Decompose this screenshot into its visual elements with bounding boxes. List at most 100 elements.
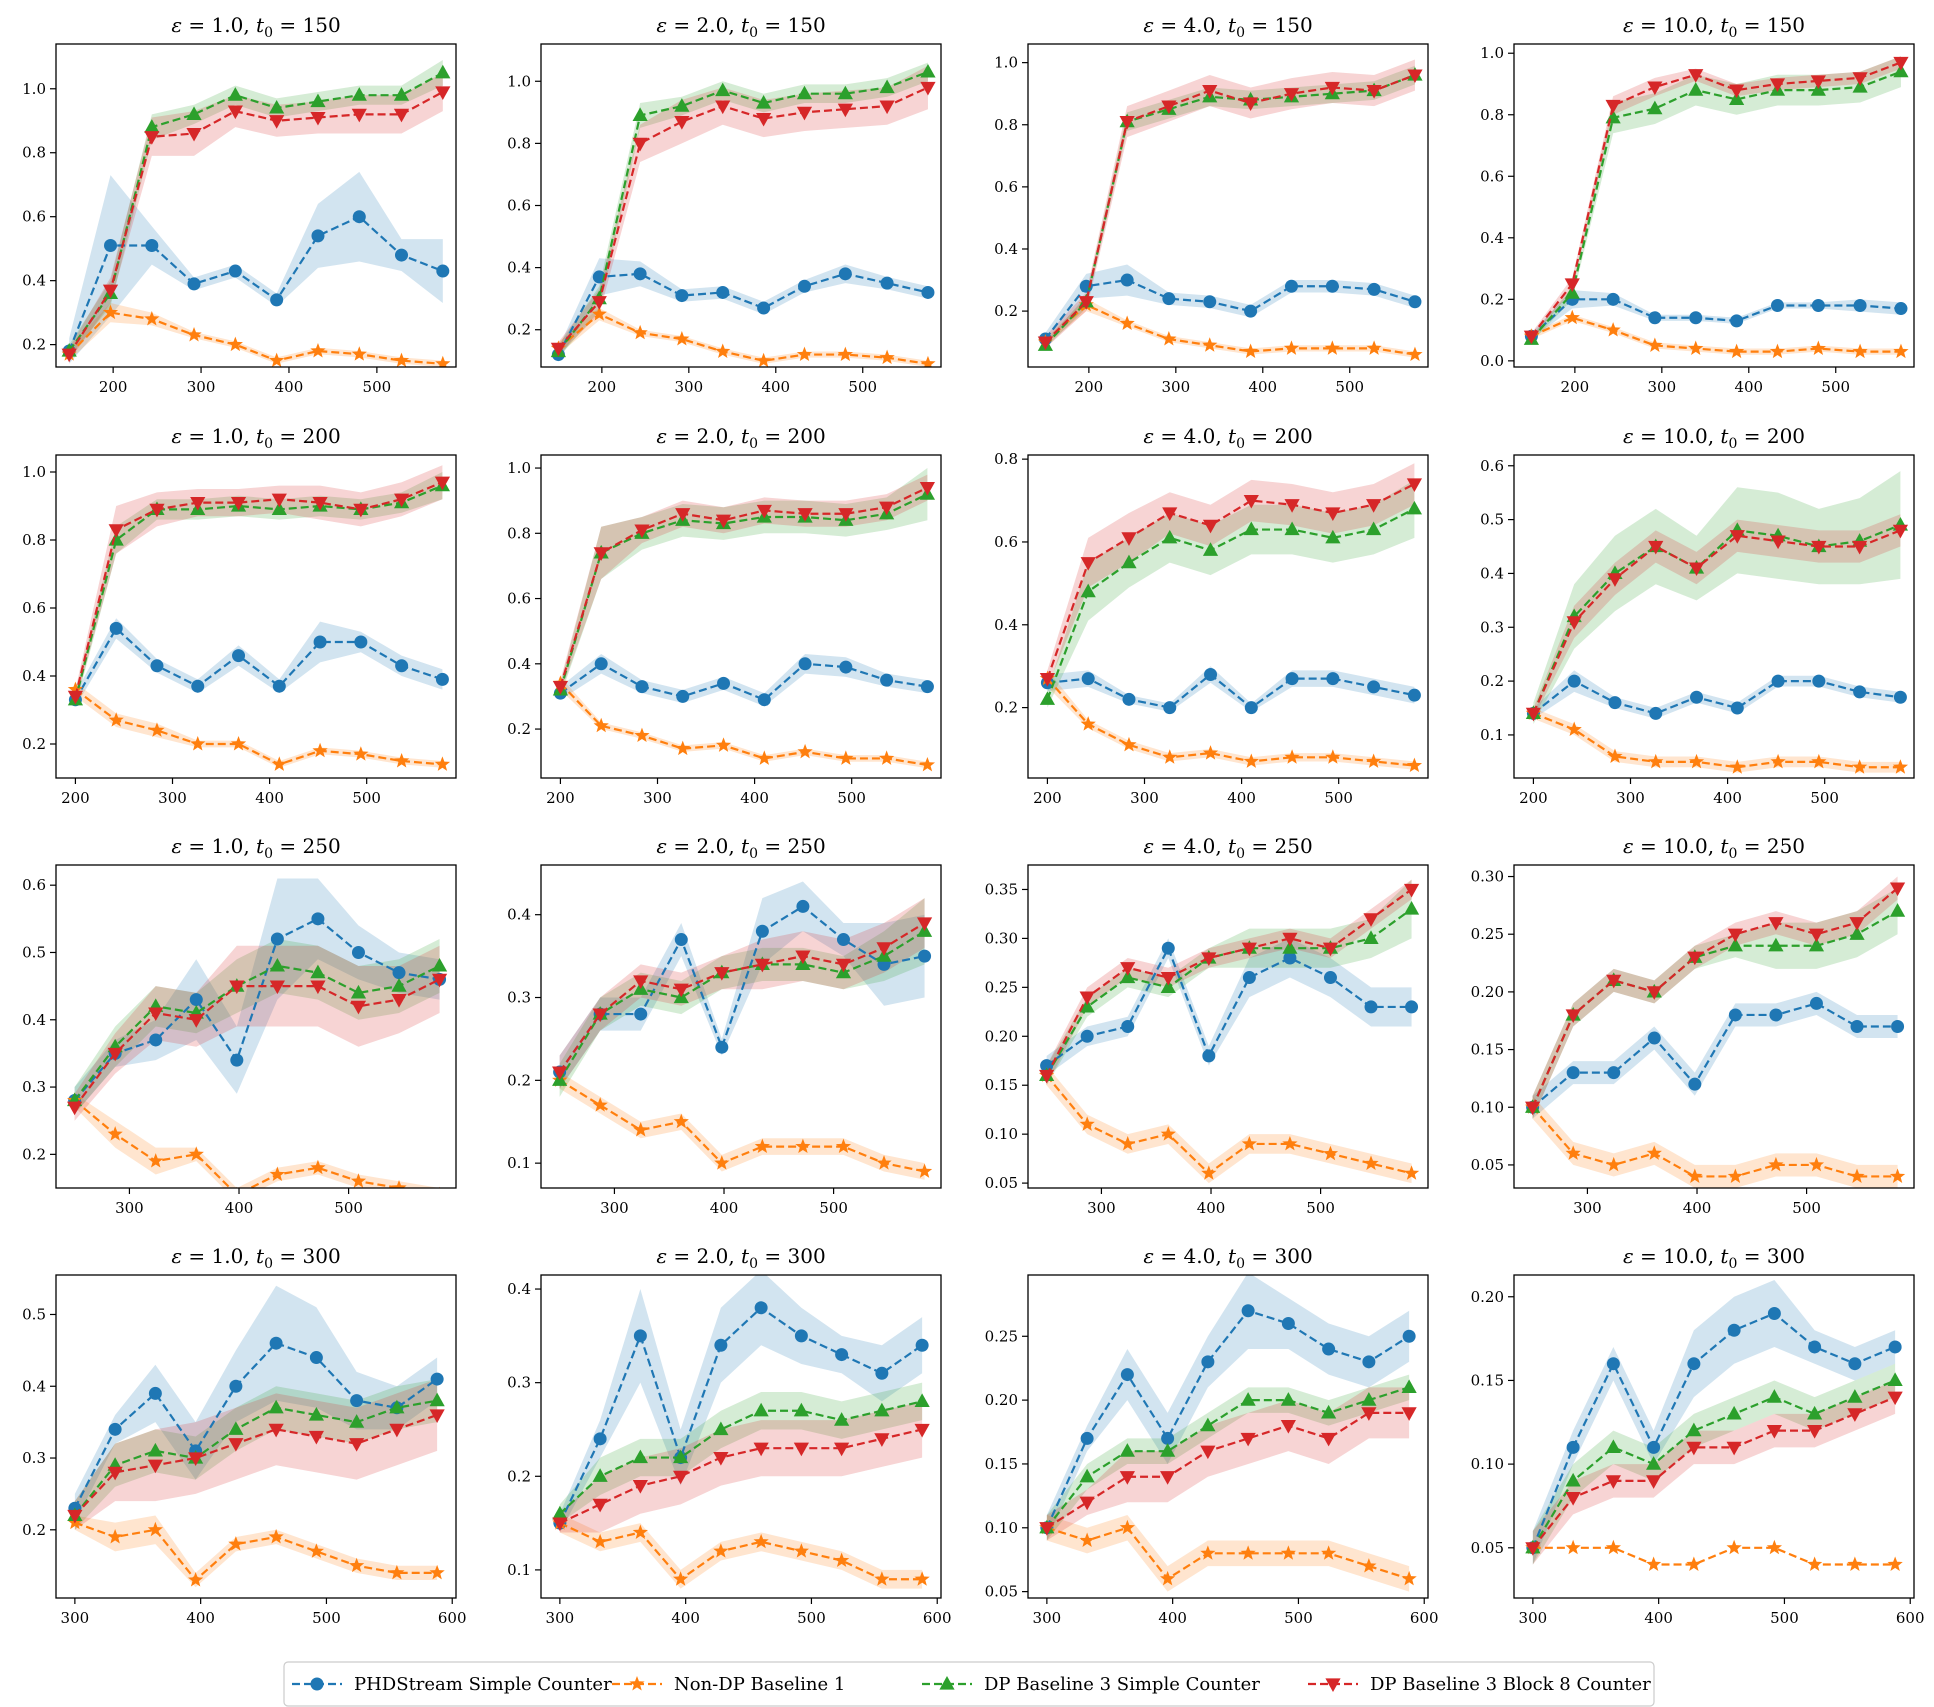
point-block8 — [271, 493, 287, 508]
epsilon-value: = 1.0, — [182, 424, 256, 448]
y-tick-label: 0.30 — [985, 929, 1018, 947]
band-phd — [1532, 1280, 1896, 1565]
point-block8 — [188, 1452, 204, 1467]
y-tick-label: 0.6 — [22, 599, 46, 617]
point-simple — [673, 1449, 689, 1464]
band-simple — [1532, 1363, 1896, 1565]
t0-value: = 250 — [758, 834, 826, 858]
point-block8 — [1202, 84, 1218, 99]
point-block8 — [229, 980, 245, 995]
point-phd — [1323, 971, 1337, 985]
point-block8 — [1646, 986, 1662, 1000]
x-tick-label: 400 — [1683, 1199, 1712, 1217]
subplot-14: ε = 2.0, t0 = 300 300 400 500 600 0.1 0.2 0.3 0.… — [507, 1244, 951, 1627]
y-tick-label: 0.25 — [1471, 925, 1504, 943]
point-simple — [914, 1393, 930, 1407]
band-block8 — [1046, 1387, 1410, 1541]
point-block8 — [1201, 952, 1217, 966]
point-phd — [1727, 1323, 1741, 1337]
point-phd — [1730, 701, 1744, 715]
point-block8 — [1887, 1391, 1903, 1406]
plot-area — [552, 1275, 930, 1589]
point-block8 — [431, 973, 448, 988]
point-phd — [1606, 1357, 1620, 1371]
point-block8 — [675, 508, 691, 522]
band-phd — [1532, 991, 1898, 1119]
x-tick-label: 400 — [1713, 789, 1742, 807]
point-nondp — [1766, 1539, 1782, 1555]
epsilon-value: = 1.0, — [182, 1244, 256, 1268]
point-block8 — [838, 508, 854, 522]
point-phd — [1241, 1304, 1255, 1318]
point-nondp — [793, 1543, 809, 1558]
point-nondp — [919, 756, 936, 772]
y-tick-label: 0.10 — [985, 1519, 1018, 1537]
subplot-title: ε = 4.0, t0 = 250 — [1143, 834, 1312, 862]
subplot-4: ε = 10.0, t0 = 150 200 300 400 500 0.0 0.2 0.4 0… — [1480, 13, 1915, 396]
point-nondp — [439, 1186, 441, 1188]
point-block8 — [1605, 99, 1621, 114]
point-block8 — [1892, 524, 1909, 539]
point-phd — [1567, 674, 1581, 688]
point-block8 — [1324, 81, 1340, 96]
point-block8 — [1893, 56, 1909, 71]
subplot-3: ε = 4.0, t0 = 150 200 300 400 500 0.2 0.4 0.6 0.… — [994, 13, 1429, 396]
point-nondp — [1646, 1145, 1662, 1160]
point-block8 — [107, 1047, 123, 1062]
point-simple — [1243, 521, 1259, 536]
point-block8 — [879, 100, 895, 115]
point-simple — [1403, 901, 1420, 915]
point-nondp — [916, 1163, 933, 1178]
point-block8 — [186, 127, 202, 142]
point-phd — [1687, 1357, 1701, 1371]
point-block8 — [1807, 1425, 1823, 1439]
point-block8 — [102, 284, 119, 299]
point-block8 — [1280, 1420, 1296, 1434]
point-block8 — [1768, 917, 1784, 931]
point-nondp — [1407, 346, 1423, 362]
point-block8 — [797, 508, 813, 522]
point-nondp — [879, 750, 895, 765]
y-tick-label: 0.4 — [994, 240, 1018, 258]
epsilon-value: = 2.0, — [667, 13, 741, 37]
point-phd — [716, 285, 730, 299]
point-phd — [1647, 1440, 1661, 1454]
point-block8 — [1037, 336, 1053, 351]
line-phd — [1531, 1312, 1896, 1549]
point-nondp — [108, 712, 124, 727]
t0-value: = 150 — [273, 13, 341, 37]
point-block8 — [190, 497, 206, 511]
point-nondp — [673, 1571, 689, 1586]
point-phd — [1607, 1066, 1621, 1080]
band-nondp — [1047, 670, 1415, 770]
point-block8 — [1564, 278, 1580, 292]
point-simple — [1120, 969, 1136, 984]
point-nondp — [394, 753, 410, 768]
point-phd — [1689, 311, 1703, 325]
point-simple — [350, 984, 367, 999]
x-tick-label: 300 — [600, 1199, 629, 1217]
point-block8 — [1808, 928, 1825, 943]
x-tick-label: 500 — [363, 378, 392, 396]
line-nondp — [1532, 1546, 1896, 1566]
point-phd — [755, 924, 769, 938]
band-block8 — [1045, 59, 1415, 349]
epsilon-value: = 2.0, — [667, 424, 741, 448]
point-block8 — [1039, 673, 1056, 687]
point-phd — [1285, 672, 1299, 686]
point-block8 — [1566, 616, 1582, 630]
point-nondp — [1361, 1558, 1377, 1573]
point-simple — [1366, 521, 1382, 536]
y-tick-label: 0.6 — [507, 590, 531, 608]
point-block8 — [1726, 1441, 1742, 1456]
point-block8 — [1648, 540, 1664, 555]
point-phd — [880, 276, 894, 290]
point-phd — [1161, 1431, 1175, 1445]
point-nondp — [1770, 753, 1786, 769]
point-phd — [915, 1338, 929, 1352]
point-simple — [1160, 1443, 1176, 1457]
x-tick-label: 200 — [546, 789, 575, 807]
epsilon-value: = 10.0, — [1634, 424, 1721, 448]
point-simple — [1847, 1389, 1863, 1403]
epsilon-value: = 4.0, — [1154, 424, 1228, 448]
